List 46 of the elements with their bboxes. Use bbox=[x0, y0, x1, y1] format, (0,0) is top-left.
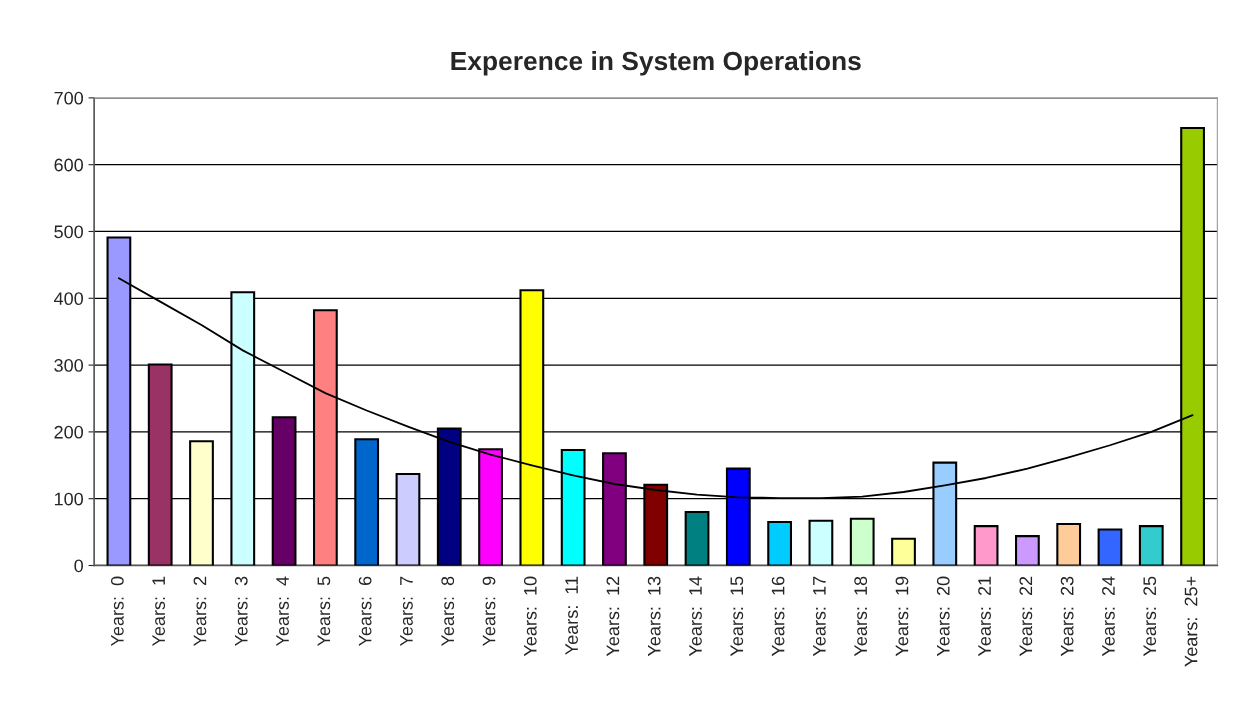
bar bbox=[891, 537, 916, 566]
y-tick-label: 200 bbox=[54, 425, 84, 439]
x-tick-label: Years: 14 bbox=[689, 576, 702, 657]
bar bbox=[767, 521, 793, 566]
x-tick-label: Years: 19 bbox=[895, 576, 909, 657]
x-tick-label: Years: 20 bbox=[936, 576, 950, 657]
y-tick-label: 100 bbox=[54, 492, 84, 506]
x-tick-label: Years: 1 bbox=[152, 576, 166, 647]
bar bbox=[1015, 535, 1040, 566]
y-tick-label: 500 bbox=[54, 225, 84, 239]
bar bbox=[849, 517, 875, 566]
x-tick-label: Years: 25+ bbox=[1184, 576, 1198, 667]
x-tick-label: Years: 12 bbox=[606, 576, 620, 657]
x-tick-label: Years: 11 bbox=[565, 576, 578, 655]
chart-title: Experence in System Operations bbox=[451, 50, 861, 76]
x-tick-label: Years: 15 bbox=[730, 576, 744, 657]
x-tick-label: Years: 23 bbox=[1060, 576, 1074, 657]
bar bbox=[973, 525, 999, 566]
x-tick-label: Years: 25 bbox=[1143, 576, 1157, 657]
x-tick-label: Years: 22 bbox=[1019, 576, 1033, 657]
bar bbox=[684, 511, 710, 566]
x-tick-label: Years: 24 bbox=[1102, 576, 1115, 657]
x-tick-label: Years: 18 bbox=[854, 576, 868, 657]
x-tick-label: Years: 0 bbox=[110, 576, 124, 647]
bar bbox=[808, 519, 834, 566]
x-tick-label: Years: 10 bbox=[523, 576, 537, 657]
x-tick-label: Years: 4 bbox=[276, 576, 289, 647]
x-tick-label: Years: 3 bbox=[234, 576, 248, 647]
y-tick-label: 0 bbox=[74, 559, 83, 573]
x-tick-label: Years: 13 bbox=[647, 576, 661, 657]
bar bbox=[1097, 528, 1123, 566]
x-tick-label: Years: 7 bbox=[400, 576, 413, 647]
x-tick-label: Years: 2 bbox=[193, 576, 207, 647]
y-tick-label: 400 bbox=[54, 292, 84, 306]
bar bbox=[1138, 525, 1164, 566]
x-tick-label: Years: 8 bbox=[441, 576, 455, 647]
bar bbox=[1056, 523, 1082, 566]
x-tick-label: Years: 9 bbox=[482, 576, 496, 647]
x-tick-label: Years: 5 bbox=[317, 576, 331, 647]
x-tick-label: Years: 16 bbox=[771, 576, 785, 657]
x-tick-label: Years: 6 bbox=[358, 576, 372, 647]
y-tick-label: 700 bbox=[54, 91, 84, 105]
y-tick-label: 600 bbox=[54, 158, 84, 172]
x-tick-label: Years: 21 bbox=[978, 576, 991, 657]
y-tick-label: 300 bbox=[54, 359, 84, 372]
x-tick-label: Years: 17 bbox=[813, 576, 826, 657]
